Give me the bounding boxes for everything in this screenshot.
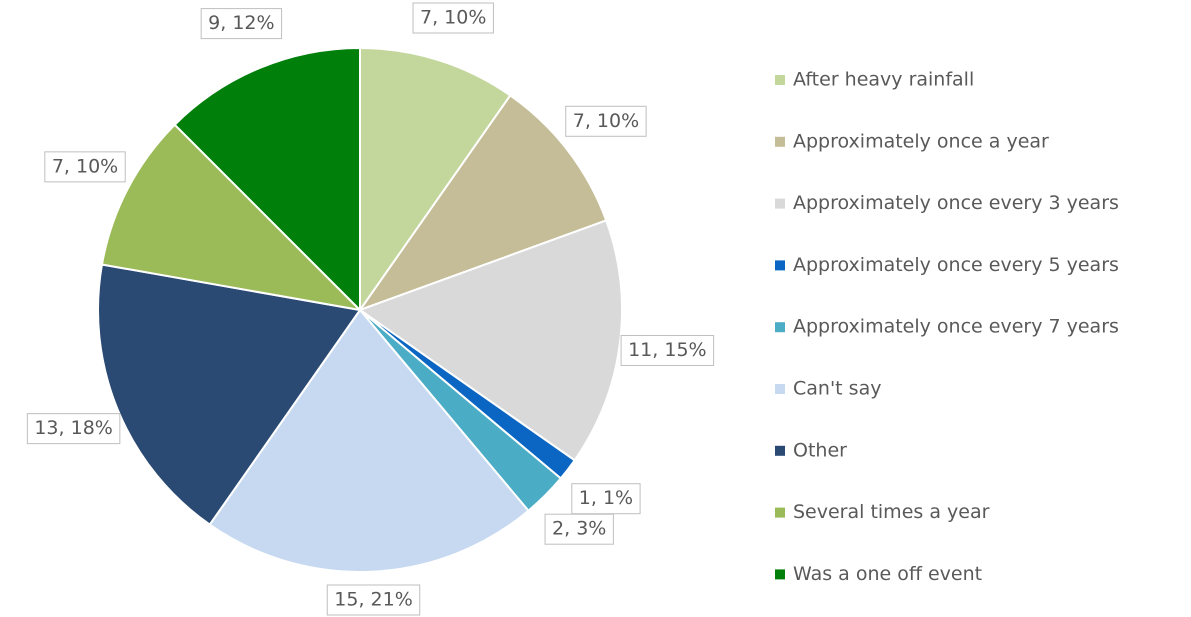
legend-label: Other (793, 439, 847, 461)
legend-swatch (775, 75, 785, 85)
legend-label: Can't say (793, 378, 881, 400)
label-box (412, 2, 494, 34)
legend-swatch (775, 198, 785, 209)
legend-label: Several times a year (793, 501, 990, 523)
data-label-text: 15, 21% (334, 589, 413, 611)
label-box (26, 413, 121, 445)
pie-slice (359, 46, 512, 314)
data-label: 2, 3% (544, 513, 614, 545)
data-label-text: 9, 12% (208, 12, 274, 34)
legend-swatch (775, 384, 785, 394)
legend-label: Was a one off event (793, 563, 982, 585)
data-label-text: 11, 15% (628, 339, 707, 361)
legend-swatch (775, 322, 785, 333)
label-box (44, 151, 126, 183)
data-label-text: 7, 10% (420, 7, 486, 29)
legend-label: Approximately once every 3 years (793, 192, 1119, 214)
data-label: 11, 15% (620, 334, 715, 366)
pie-slice (357, 219, 623, 462)
data-label-text: 7, 10% (573, 110, 639, 132)
label-box (544, 513, 614, 545)
label-box (326, 584, 421, 616)
legend-label: Approximately once a year (793, 130, 1049, 152)
legend-swatch (775, 136, 785, 147)
data-label-text: 2, 3% (552, 518, 606, 540)
pie-slice (100, 123, 363, 312)
legend-label: After heavy rainfall (793, 69, 974, 91)
data-label: 9, 12% (200, 8, 283, 40)
legend-label: Approximately once every 5 years (793, 254, 1119, 276)
label-box (565, 105, 647, 137)
data-label: 1, 1% (571, 483, 641, 515)
legend-swatch (775, 445, 785, 456)
data-label: 13, 18% (26, 413, 121, 445)
pie-slice (208, 308, 530, 573)
pie-slice (357, 93, 608, 313)
legend-swatch (775, 507, 785, 518)
label-box (620, 334, 715, 366)
pie-slice (97, 263, 362, 527)
legend-swatch (775, 260, 785, 271)
data-label: 7, 10% (412, 2, 494, 34)
data-label-text: 1, 1% (579, 487, 633, 509)
data-label: 7, 10% (44, 151, 126, 183)
legend-swatch (775, 569, 785, 580)
data-label-text: 7, 10% (52, 155, 118, 177)
data-label: 15, 21% (326, 584, 421, 616)
data-label-text: 13, 18% (34, 417, 113, 439)
label-box (200, 8, 283, 40)
pie-slice (173, 46, 361, 313)
legend-label: Approximately once every 7 years (793, 316, 1119, 338)
data-label: 7, 10% (565, 105, 647, 137)
